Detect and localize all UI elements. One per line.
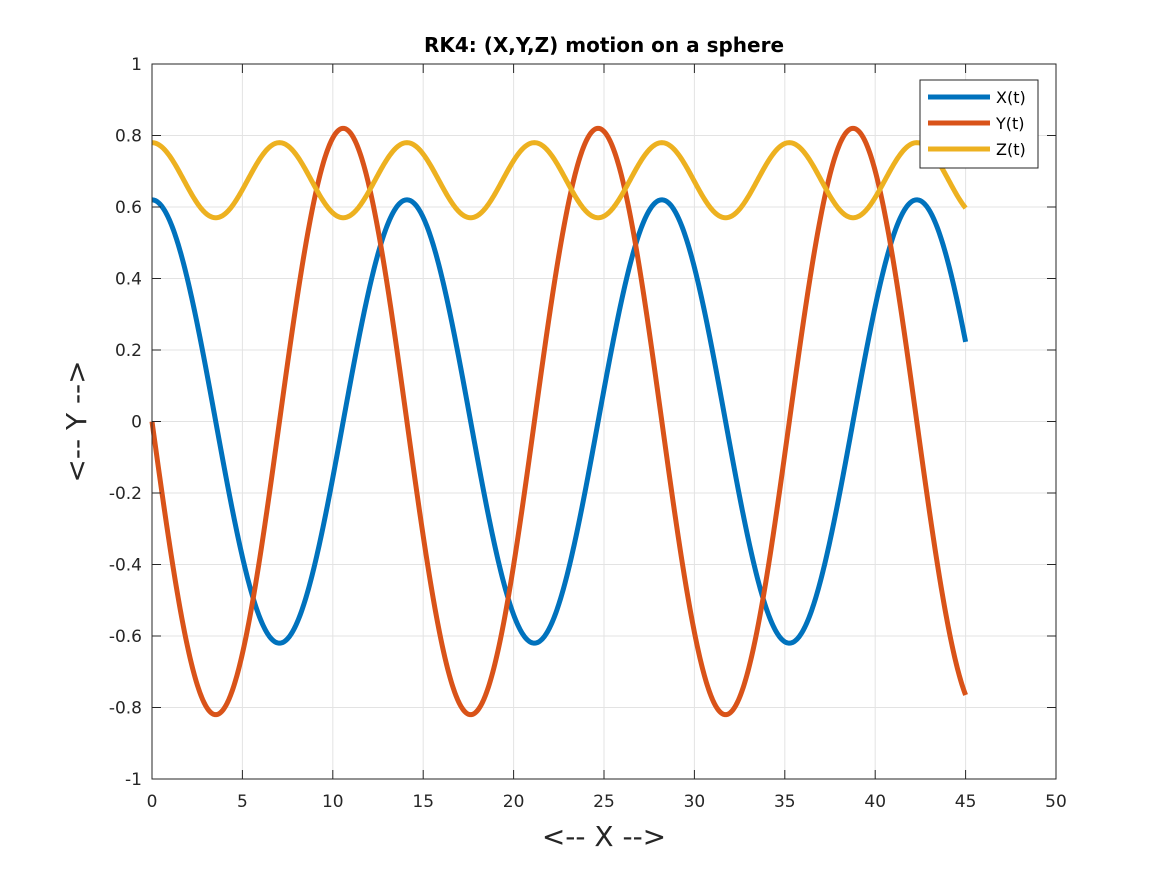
x-tick-label: 10 [322, 792, 344, 812]
x-tick-label: 45 [955, 792, 977, 812]
x-tick-label: 0 [147, 792, 158, 812]
legend-label: Z(t) [996, 140, 1026, 159]
x-tick-label: 25 [593, 792, 615, 812]
y-tick-labels: -1 -0.8 -0.6 -0.4 -0.2 0 0.2 0.4 0.6 0.8 1 [109, 55, 142, 790]
legend-label: X(t) [996, 88, 1026, 107]
y-tick-label: 1 [131, 55, 142, 75]
y-tick-label: -1 [125, 770, 142, 790]
y-tick-label: 0.4 [115, 270, 142, 290]
x-tick-label: 35 [774, 792, 796, 812]
y-tick-label: 0.8 [115, 127, 142, 147]
y-axis-label: <-- Y --> [60, 360, 93, 482]
y-tick-label: -0.8 [109, 699, 142, 719]
x-axis-label: <-- X --> [542, 820, 666, 853]
y-tick-label: 0.6 [115, 198, 142, 218]
x-tick-label: 15 [412, 792, 434, 812]
chart-title: RK4: (X,Y,Z) motion on a sphere [424, 33, 784, 57]
y-tick-label: -0.4 [109, 556, 142, 576]
x-tick-label: 30 [684, 792, 706, 812]
y-tick-label: -0.6 [109, 627, 142, 647]
legend-label: Y(t) [995, 114, 1025, 133]
legend: X(t) Y(t) Z(t) [919, 79, 1039, 169]
y-tick-label: 0 [131, 413, 142, 433]
x-tick-label: 5 [237, 792, 248, 812]
series-line-1 [150, 197, 969, 646]
series-line-2 [149, 125, 968, 718]
y-tick-label: 0.2 [115, 341, 142, 361]
x-tick-label: 20 [503, 792, 525, 812]
tick-marks [151, 63, 1057, 780]
x-tick-labels: 0 5 10 15 20 25 30 35 40 45 50 [147, 792, 1067, 812]
series-lines [149, 125, 969, 718]
series-line-3 [150, 140, 968, 221]
y-tick-label: -0.2 [109, 484, 142, 504]
x-tick-label: 50 [1045, 792, 1067, 812]
x-tick-label: 40 [864, 792, 886, 812]
